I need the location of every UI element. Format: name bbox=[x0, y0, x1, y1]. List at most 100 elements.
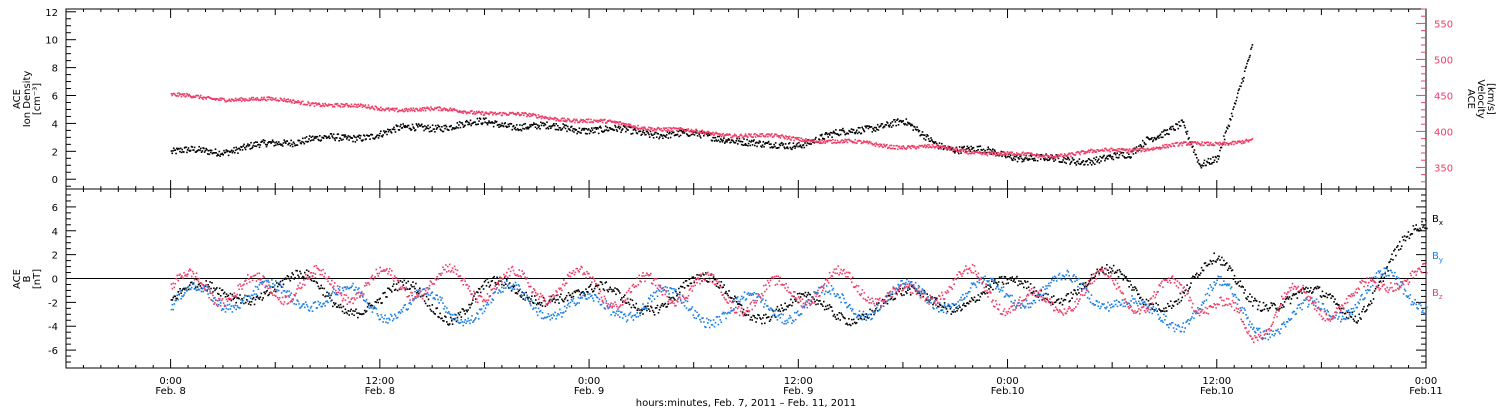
by-series-point bbox=[519, 285, 521, 287]
density-series-point bbox=[1062, 159, 1064, 161]
velocity-series-point bbox=[270, 97, 272, 99]
velocity-series-point bbox=[600, 121, 602, 123]
bx-series-point bbox=[593, 290, 595, 292]
bx-series-point bbox=[733, 298, 735, 300]
by-series-point bbox=[389, 319, 391, 321]
density-series-point bbox=[600, 126, 602, 128]
density-series-point bbox=[378, 137, 380, 139]
velocity-series-point bbox=[379, 110, 381, 112]
bx-series-point bbox=[319, 288, 321, 290]
velocity-series-point bbox=[879, 143, 881, 145]
bx-series-point bbox=[1409, 238, 1411, 240]
by-series-point bbox=[569, 306, 571, 308]
bx-series-point bbox=[779, 309, 781, 311]
y-left-tick-label-5: 10 bbox=[45, 36, 58, 47]
density-series-point bbox=[912, 129, 914, 131]
by-series-point bbox=[388, 318, 390, 320]
bx-series-point bbox=[1421, 221, 1423, 223]
density-series-point bbox=[751, 140, 753, 142]
velocity-series-point bbox=[834, 142, 836, 144]
bx-series-point bbox=[762, 317, 764, 319]
density-series-point bbox=[467, 121, 469, 123]
density-series-point bbox=[499, 124, 501, 126]
bx-series-point bbox=[1226, 262, 1228, 264]
density-series-point bbox=[252, 146, 254, 148]
velocity-series-point bbox=[691, 129, 693, 131]
velocity-series-point bbox=[883, 144, 885, 146]
density-series-point bbox=[1194, 149, 1196, 151]
density-series-point bbox=[416, 124, 418, 126]
density-series-point bbox=[821, 134, 823, 136]
bx-series-point bbox=[461, 316, 463, 318]
velocity-series-point bbox=[1207, 144, 1209, 146]
bx-series-point bbox=[715, 279, 717, 281]
bx-series-point bbox=[1197, 276, 1199, 278]
bx-series-point bbox=[1383, 280, 1385, 282]
density-series-point bbox=[894, 119, 896, 121]
bx-series-point bbox=[717, 283, 719, 285]
velocity-series-point bbox=[1133, 150, 1135, 152]
bx-series-point bbox=[992, 289, 994, 291]
bx-series-point bbox=[1167, 303, 1169, 305]
bx-series-point bbox=[349, 310, 351, 312]
density-series-point bbox=[695, 132, 697, 134]
density-series-point bbox=[318, 140, 320, 142]
density-series-point bbox=[1128, 154, 1130, 156]
density-series-point bbox=[498, 124, 500, 126]
velocity-series-point bbox=[266, 100, 268, 102]
density-series-point bbox=[700, 137, 702, 139]
velocity-series-point bbox=[1210, 142, 1212, 144]
velocity-series-point bbox=[967, 153, 969, 155]
density-series-point bbox=[1053, 160, 1055, 162]
bx-series-point bbox=[1372, 292, 1374, 294]
bx-series-point bbox=[1291, 298, 1293, 300]
density-series-point bbox=[1245, 67, 1247, 69]
density-series-point bbox=[289, 143, 291, 145]
bx-series-point bbox=[599, 289, 601, 291]
by-series-point bbox=[289, 291, 291, 293]
velocity-series-point bbox=[1232, 141, 1234, 143]
by-series-point bbox=[541, 318, 543, 320]
bx-series-point bbox=[503, 285, 505, 287]
bx-series-point bbox=[731, 297, 733, 299]
bx-series-point bbox=[1355, 316, 1357, 318]
bx-series-point bbox=[651, 307, 653, 309]
bx-series-point bbox=[771, 316, 773, 318]
density-series-point bbox=[1021, 161, 1023, 163]
density-series-point bbox=[516, 124, 518, 126]
bx-series-point bbox=[1395, 255, 1397, 257]
velocity-series-point bbox=[733, 135, 735, 137]
density-series-point bbox=[939, 142, 941, 144]
by-series-point bbox=[199, 289, 201, 291]
bx-series-point bbox=[607, 291, 609, 293]
bx-series-point bbox=[760, 318, 762, 320]
bx-series-point bbox=[289, 278, 291, 280]
velocity-series-point bbox=[719, 133, 721, 135]
density-series-point bbox=[451, 129, 453, 131]
velocity-series-point bbox=[786, 136, 788, 138]
by-series-point bbox=[551, 317, 553, 319]
bx-series-point bbox=[764, 323, 766, 325]
velocity-series-point bbox=[555, 117, 557, 119]
bx-series-point bbox=[836, 318, 838, 320]
density-series-point bbox=[291, 143, 293, 145]
density-series-point bbox=[682, 132, 684, 134]
bx-series-point bbox=[511, 290, 513, 292]
velocity-series-point bbox=[1185, 141, 1187, 143]
bx-series-point bbox=[1077, 289, 1079, 291]
velocity-series-point bbox=[797, 139, 799, 141]
b-tick-label-3: 0 bbox=[52, 275, 58, 286]
density-series-point bbox=[882, 123, 884, 125]
bx-series-point bbox=[852, 323, 854, 325]
bx-series-point bbox=[427, 305, 429, 307]
velocity-series-point bbox=[1006, 154, 1008, 156]
bx-series-point bbox=[197, 286, 199, 288]
bx-series-point bbox=[506, 279, 508, 281]
by-series-point bbox=[368, 305, 370, 307]
density-series-point bbox=[916, 126, 918, 128]
bx-series-point bbox=[591, 289, 593, 291]
density-series-point bbox=[348, 135, 350, 137]
bx-series-point bbox=[344, 312, 346, 314]
velocity-series-point bbox=[1137, 151, 1139, 153]
by-series-point bbox=[387, 322, 389, 324]
